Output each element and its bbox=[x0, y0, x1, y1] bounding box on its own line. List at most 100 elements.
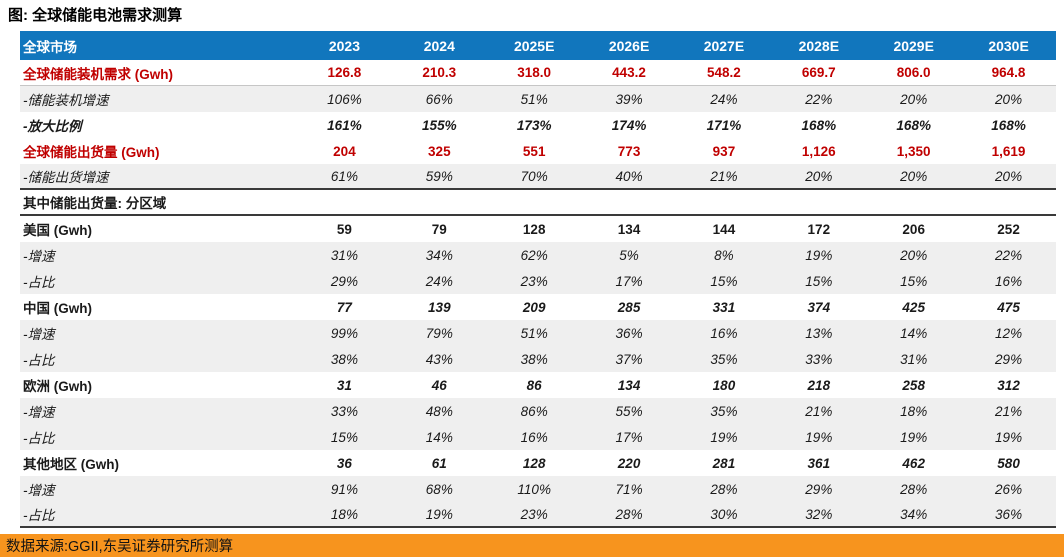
cell-value: 68% bbox=[425, 481, 453, 497]
cell-value: 331 bbox=[712, 299, 736, 315]
column-header-2023: 2023 bbox=[328, 37, 361, 54]
table-header-row: 全球市场 2023 2024 2025E 2026E 2027E 2028E 2029E 20… bbox=[20, 31, 1056, 60]
cell-value: 62% bbox=[520, 247, 548, 263]
cell-value: 218 bbox=[807, 377, 831, 393]
cell-value: 34% bbox=[900, 506, 928, 522]
cell-value: 20% bbox=[900, 247, 928, 263]
cell-value: 285 bbox=[617, 299, 641, 315]
cell-value: 168% bbox=[801, 117, 837, 133]
column-header-2027E: 2027E bbox=[703, 37, 745, 54]
cell-value: 16% bbox=[995, 273, 1023, 289]
cell-value: 35% bbox=[710, 351, 738, 367]
cell-value: 1,619 bbox=[991, 143, 1026, 159]
cell-value: 134 bbox=[617, 377, 641, 393]
cell-value: 443.2 bbox=[612, 65, 646, 80]
row-label: 美国 (Gwh) bbox=[23, 223, 92, 238]
cell-value: 20% bbox=[805, 168, 833, 184]
row-label: -占比 bbox=[23, 353, 55, 368]
cell-value: 134 bbox=[617, 221, 641, 237]
source-text: 数据来源:GGII,东吴证券研究所测算 bbox=[6, 539, 234, 555]
cell-value: 16% bbox=[520, 429, 548, 445]
cell-value: 31% bbox=[330, 247, 358, 263]
cell-value: 937 bbox=[712, 143, 736, 159]
row-label: -增速 bbox=[23, 405, 55, 420]
cell-value: 171% bbox=[706, 117, 742, 133]
cell-value: 580 bbox=[997, 455, 1020, 471]
row-label: -增速 bbox=[23, 483, 55, 498]
cell-value: 38% bbox=[330, 351, 358, 367]
cell-value: 20% bbox=[995, 91, 1023, 107]
cell-value: 28% bbox=[900, 481, 928, 497]
table-row: -占比 29% 24% 23% 17% 15% 15% 15% 16% bbox=[20, 268, 1056, 294]
cell-value: 21% bbox=[995, 403, 1023, 419]
row-label: 其他地区 (Gwh) bbox=[23, 457, 119, 472]
cell-value: 20% bbox=[900, 91, 928, 107]
table-body: 全球储能装机需求 (Gwh) 126.8 210.3 318.0 443.2 548.2 6… bbox=[20, 60, 1056, 528]
cell-value: 209 bbox=[522, 299, 546, 315]
table-row: -增速 99% 79% 51% 36% 16% 13% 14% 12% bbox=[20, 320, 1056, 346]
cell-value: 172 bbox=[807, 221, 831, 237]
cell-value: 252 bbox=[997, 221, 1020, 237]
cell-value: 18% bbox=[900, 403, 928, 419]
cell-value: 37% bbox=[615, 351, 643, 367]
cell-value: 128 bbox=[522, 221, 546, 237]
table-row: 其中储能出货量: 分区域 bbox=[20, 190, 1056, 216]
cell-value: 155% bbox=[422, 117, 457, 133]
column-header-2026E: 2026E bbox=[608, 37, 650, 54]
cell-value: 79% bbox=[425, 325, 453, 341]
cell-value: 99% bbox=[330, 325, 358, 341]
cell-value: 15% bbox=[805, 273, 833, 289]
figure-title: 图: 全球储能电池需求测算 bbox=[8, 7, 183, 24]
cell-value: 66% bbox=[425, 91, 453, 107]
table-row: 欧洲 (Gwh) 31 46 86 134 180 218 258 312 bbox=[20, 372, 1056, 398]
cell-value: 29% bbox=[805, 481, 833, 497]
cell-value: 258 bbox=[902, 377, 925, 393]
table-row: -储能装机增速 106% 66% 51% 39% 24% 22% 20% 20% bbox=[20, 86, 1056, 112]
cell-value: 51% bbox=[520, 91, 548, 107]
cell-value: 14% bbox=[900, 325, 928, 341]
cell-value: 32% bbox=[805, 506, 833, 522]
cell-value: 139 bbox=[428, 299, 451, 315]
cell-value: 773 bbox=[617, 143, 641, 159]
table-row: 其他地区 (Gwh) 36 61 128 220 281 361 462 580 bbox=[20, 450, 1056, 476]
cell-value: 26% bbox=[995, 481, 1023, 497]
table-row: 全球储能出货量 (Gwh) 204 325 551 773 937 1,126 1,350 1,… bbox=[20, 138, 1056, 164]
column-header-2028E: 2028E bbox=[798, 37, 840, 54]
table-row: 全球储能装机需求 (Gwh) 126.8 210.3 318.0 443.2 548.2 6… bbox=[20, 60, 1056, 86]
cell-value: 168% bbox=[896, 117, 931, 133]
cell-value: 551 bbox=[522, 143, 546, 159]
row-label: -增速 bbox=[23, 327, 55, 342]
cell-value: 19% bbox=[995, 429, 1023, 445]
cell-value: 21% bbox=[805, 403, 833, 419]
cell-value: 39% bbox=[615, 91, 643, 107]
cell-value: 15% bbox=[330, 429, 358, 445]
table-row: -放大比例 161% 155% 173% 174% 171% 168% 168% 168% bbox=[20, 112, 1056, 138]
table-row: -占比 15% 14% 16% 17% 19% 19% 19% 19% bbox=[20, 424, 1056, 450]
row-label: 欧洲 (Gwh) bbox=[23, 379, 92, 394]
cell-value: 19% bbox=[805, 247, 833, 263]
cell-value: 55% bbox=[615, 403, 643, 419]
row-label: -增速 bbox=[23, 249, 55, 264]
row-label: -占比 bbox=[23, 431, 55, 446]
cell-value: 361 bbox=[807, 455, 831, 471]
row-label: 其中储能出货量: 分区域 bbox=[23, 196, 167, 211]
cell-value: 325 bbox=[428, 143, 451, 159]
cell-value: 126.8 bbox=[327, 65, 362, 80]
table-row: -增速 31% 34% 62% 5% 8% 19% 20% 22% bbox=[20, 242, 1056, 268]
table-row: -储能出货增速 61% 59% 70% 40% 21% 20% 20% 20% bbox=[20, 164, 1056, 190]
table-row: -增速 91% 68% 110% 71% 28% 29% 28% 26% bbox=[20, 476, 1056, 502]
cell-value: 548.2 bbox=[707, 65, 741, 80]
cell-value: 161% bbox=[327, 117, 362, 133]
cell-value: 8% bbox=[714, 247, 734, 263]
row-label: -放大比例 bbox=[23, 119, 82, 134]
cell-value: 19% bbox=[425, 506, 453, 522]
cell-value: 318.0 bbox=[517, 65, 552, 80]
cell-value: 23% bbox=[520, 273, 548, 289]
cell-value: 29% bbox=[995, 351, 1023, 367]
cell-value: 18% bbox=[330, 506, 358, 522]
cell-value: 1,350 bbox=[896, 143, 931, 159]
cell-value: 86 bbox=[526, 377, 542, 393]
cell-value: 174% bbox=[611, 117, 647, 133]
cell-value: 15% bbox=[900, 273, 928, 289]
